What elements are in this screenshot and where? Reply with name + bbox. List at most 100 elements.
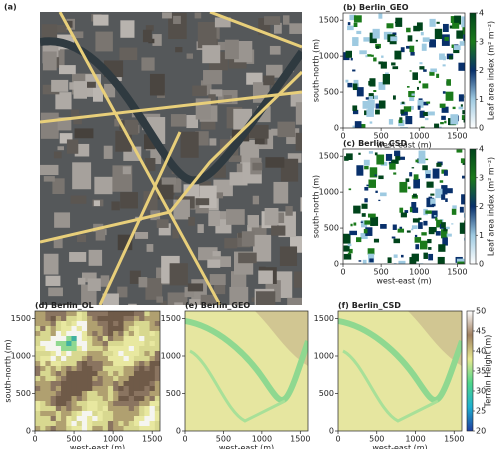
image-cell: [102, 361, 109, 367]
image-cell: [133, 311, 140, 317]
image-cell: [113, 421, 119, 427]
building: [42, 51, 57, 71]
image-cell: [353, 205, 361, 214]
building: [300, 197, 302, 212]
image-cell: [149, 351, 156, 357]
image-cell: [107, 356, 114, 362]
image-cell: [444, 36, 449, 41]
image-cell: [55, 401, 62, 407]
image-cell: [432, 168, 440, 179]
image-cell: [35, 381, 41, 387]
image-cell: [45, 406, 52, 412]
image-cell: [398, 260, 406, 264]
image-cell: [76, 421, 83, 427]
image-cell: [423, 252, 428, 259]
image-cell: [55, 336, 62, 342]
image-cell: [35, 321, 41, 327]
image-cell: [76, 371, 83, 377]
building: [54, 25, 68, 33]
image-cell: [457, 261, 465, 264]
image-cell: [118, 381, 125, 387]
image-cell: [388, 161, 392, 165]
image-cell: [66, 316, 72, 322]
image-cell: [45, 401, 52, 407]
image-cell: [102, 331, 109, 337]
building: [81, 272, 97, 283]
x-tick-label: 1500: [444, 435, 464, 444]
image-cell: [439, 53, 445, 60]
building: [51, 79, 69, 92]
image-cell: [71, 406, 78, 412]
image-cell: [81, 406, 88, 412]
image-cell: [442, 23, 449, 32]
image-cell: [390, 36, 398, 42]
image-cell: [118, 391, 125, 397]
image-cell: [128, 321, 135, 327]
image-cell: [118, 406, 125, 412]
building: [228, 57, 247, 69]
image-cell: [419, 66, 425, 70]
image-cell: [133, 386, 140, 392]
panel-label: (b) Berlin_GEO: [343, 3, 409, 12]
image-cell: [50, 316, 57, 322]
panel-letter: (d): [35, 301, 48, 310]
image-cell: [50, 311, 57, 317]
building: [73, 81, 88, 99]
image-cell: [459, 222, 465, 234]
building: [289, 23, 302, 34]
image-cell: [97, 311, 104, 317]
image-cell: [429, 18, 436, 27]
image-cell: [128, 351, 135, 357]
building: [60, 303, 73, 305]
image-cell: [61, 361, 67, 367]
image-cell: [439, 180, 444, 183]
building: [184, 286, 195, 298]
image-cell: [45, 351, 52, 357]
image-cell: [411, 93, 415, 96]
plot-frame: [342, 148, 466, 265]
image-cell: [420, 126, 425, 128]
image-cell: [81, 421, 88, 427]
image-cell: [107, 311, 114, 317]
image-cell: [55, 366, 62, 372]
image-cell: [394, 50, 402, 60]
image-cell: [128, 376, 135, 382]
image-cell: [372, 28, 380, 39]
image-cell: [97, 376, 104, 382]
image-cell: [113, 336, 119, 342]
building: [246, 72, 263, 85]
image-cell: [463, 34, 465, 41]
building: [203, 70, 223, 85]
image-cell: [107, 351, 114, 357]
image-cell: [378, 175, 384, 180]
building: [156, 296, 164, 303]
image-cell: [76, 426, 83, 431]
image-cell: [92, 401, 98, 407]
image-cell: [154, 426, 160, 431]
image-cell: [428, 247, 432, 250]
image-cell: [107, 406, 114, 412]
image-cell: [459, 206, 464, 213]
colorbar-tick-label: 40: [476, 347, 486, 356]
image-cell: [76, 386, 83, 392]
colorbar-tick-label: 1: [479, 95, 484, 104]
image-cell: [144, 396, 151, 402]
building: [173, 15, 181, 24]
image-cell: [356, 87, 364, 97]
image-cell: [40, 341, 46, 347]
y-tick-label: 1000: [11, 352, 31, 361]
image-cell: [55, 311, 62, 317]
image-cell: [118, 396, 125, 402]
building: [295, 132, 302, 151]
x-tick-label: 1000: [409, 268, 429, 277]
y-tick-label: 1000: [161, 352, 181, 361]
x-axis-label: west-east (m): [70, 444, 125, 450]
image-cell: [392, 95, 396, 100]
image-cell: [40, 336, 46, 342]
image-cell: [87, 411, 93, 417]
image-cell: [406, 86, 410, 88]
image-cell: [50, 426, 57, 431]
image-cell: [128, 416, 135, 422]
y-tick-label: 1000: [314, 352, 334, 361]
building: [216, 192, 224, 199]
